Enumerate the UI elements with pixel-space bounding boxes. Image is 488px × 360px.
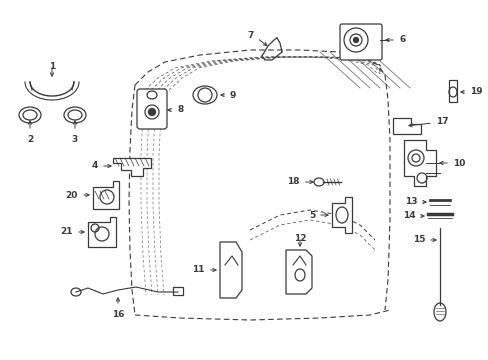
Text: 21: 21 xyxy=(61,228,73,237)
Text: 11: 11 xyxy=(192,266,204,274)
Text: 10: 10 xyxy=(452,158,465,167)
Text: 5: 5 xyxy=(308,211,314,220)
Text: 1: 1 xyxy=(49,62,55,71)
Ellipse shape xyxy=(148,108,156,116)
Text: 12: 12 xyxy=(293,234,305,243)
Text: 8: 8 xyxy=(177,105,183,114)
Text: 4: 4 xyxy=(91,162,98,171)
Text: 19: 19 xyxy=(469,87,482,96)
Bar xyxy=(173,287,183,295)
Polygon shape xyxy=(285,250,311,294)
Text: 14: 14 xyxy=(403,211,415,220)
Polygon shape xyxy=(403,140,435,186)
Polygon shape xyxy=(331,197,351,233)
Polygon shape xyxy=(88,217,116,247)
Text: 13: 13 xyxy=(405,198,417,207)
Text: 18: 18 xyxy=(287,177,299,186)
Polygon shape xyxy=(392,118,420,134)
Text: 7: 7 xyxy=(247,31,253,40)
Text: 15: 15 xyxy=(413,235,425,244)
Bar xyxy=(448,80,456,102)
Text: 17: 17 xyxy=(435,117,447,126)
Ellipse shape xyxy=(23,110,37,120)
Ellipse shape xyxy=(352,37,358,43)
Text: 3: 3 xyxy=(72,135,78,144)
Text: 6: 6 xyxy=(398,36,405,45)
FancyBboxPatch shape xyxy=(339,24,381,60)
FancyBboxPatch shape xyxy=(137,89,167,129)
Text: 20: 20 xyxy=(65,190,78,199)
Polygon shape xyxy=(220,242,242,298)
Text: 16: 16 xyxy=(112,310,124,319)
Polygon shape xyxy=(113,158,151,176)
Text: 9: 9 xyxy=(229,90,236,99)
Text: 2: 2 xyxy=(27,135,33,144)
Polygon shape xyxy=(93,181,119,209)
